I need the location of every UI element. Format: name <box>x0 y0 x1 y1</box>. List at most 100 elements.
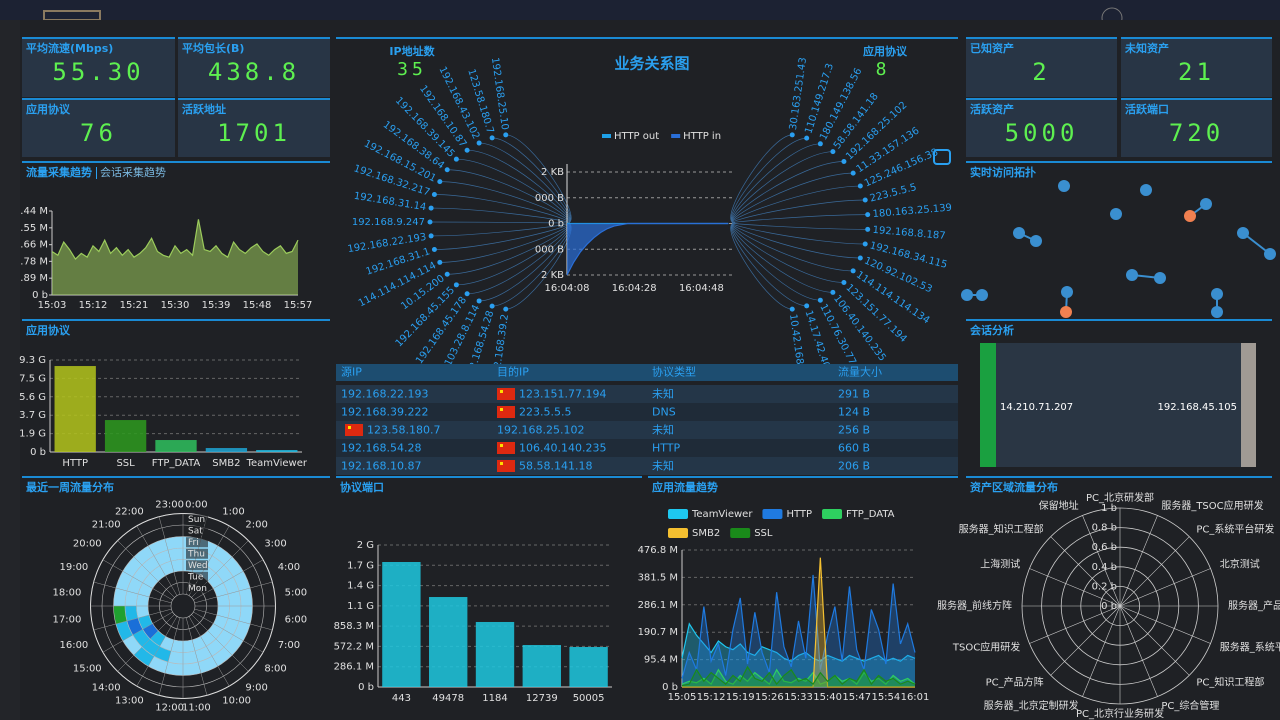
ip-node[interactable] <box>444 271 450 277</box>
ip-node[interactable] <box>789 132 795 138</box>
topology-node[interactable] <box>1060 306 1072 318</box>
heat-cell <box>126 618 143 635</box>
ip-node[interactable] <box>437 259 443 265</box>
topology-node[interactable] <box>1110 208 1122 220</box>
kpi-label: 应用协议 <box>26 102 71 116</box>
ip-node[interactable] <box>489 135 495 141</box>
panel-top-line <box>178 98 330 100</box>
radar-spoke <box>1119 605 1190 676</box>
y-tick-label: .55 M <box>20 223 48 234</box>
legend-swatch <box>822 509 843 519</box>
ip-node[interactable] <box>865 226 871 232</box>
ip-node[interactable] <box>857 183 863 189</box>
ip-node[interactable] <box>464 291 470 297</box>
flag-star <box>500 444 503 447</box>
link <box>731 222 821 301</box>
topology-node[interactable] <box>1154 272 1166 284</box>
ip-node[interactable] <box>464 147 470 153</box>
table-header: 目的IP <box>497 365 529 379</box>
radar-indicator: PC_知识工程部 <box>1196 675 1264 688</box>
topology-node[interactable] <box>1184 210 1196 222</box>
ip-node[interactable] <box>850 170 856 176</box>
x-tick-label: 15:48 <box>243 300 272 311</box>
topology-node[interactable] <box>1211 288 1223 300</box>
panel-title: 最近一周流量分布 <box>26 480 114 494</box>
topology-node[interactable] <box>1030 235 1042 247</box>
x-tick-label: 1184 <box>482 693 507 704</box>
ip-node[interactable] <box>804 135 810 141</box>
legend-label[interactable]: SSL <box>754 528 773 539</box>
heat-cell <box>136 606 150 619</box>
ip-node[interactable] <box>431 247 437 253</box>
hour-label: 23:00 <box>155 499 184 510</box>
y-tick-label: 0 b <box>358 682 374 693</box>
heat-cell <box>227 606 241 622</box>
ip-node[interactable] <box>489 303 495 309</box>
heat-cell <box>159 561 174 576</box>
ip-node[interactable] <box>444 167 450 173</box>
kpi-value: 1701 <box>217 119 291 147</box>
x-tick-label: 16:04:08 <box>545 283 590 294</box>
polar-spoke <box>194 581 273 604</box>
topology-node[interactable] <box>1237 227 1249 239</box>
legend-label[interactable]: HTTP in <box>683 131 721 142</box>
kpi-value: 76 <box>80 119 117 147</box>
ip-node[interactable] <box>841 159 847 165</box>
ip-node[interactable] <box>841 279 847 285</box>
ip-node[interactable] <box>428 233 434 239</box>
heat-cell <box>115 621 133 641</box>
ip-node[interactable] <box>476 140 482 146</box>
panel-tab[interactable]: 会话采集趋势 <box>100 165 166 179</box>
heat-cell <box>113 606 127 624</box>
session-src: 14.210.71.207 <box>1000 402 1073 413</box>
topology-node[interactable] <box>1200 198 1212 210</box>
icon-expand[interactable] <box>933 149 951 165</box>
ip-node[interactable] <box>865 212 871 218</box>
topology-node[interactable] <box>1211 306 1223 318</box>
legend-label[interactable]: HTTP <box>786 509 812 520</box>
topology-node[interactable] <box>1140 184 1152 196</box>
legend-label[interactable]: TeamViewer <box>691 509 753 520</box>
table-cell: 192.168.39.222 <box>341 406 428 419</box>
ip-node[interactable] <box>830 149 836 155</box>
heat-cell <box>142 573 159 589</box>
ip-node[interactable] <box>817 297 823 303</box>
ip-node[interactable] <box>830 289 836 295</box>
topology-node[interactable] <box>1013 227 1025 239</box>
link <box>732 222 866 245</box>
ip-node[interactable] <box>804 303 810 309</box>
panel-top-line <box>1121 37 1272 39</box>
heat-cell <box>239 606 253 624</box>
ip-node[interactable] <box>453 282 459 288</box>
ip-node[interactable] <box>817 141 823 147</box>
kpi-box <box>178 38 330 97</box>
legend-label[interactable]: FTP_DATA <box>846 509 895 520</box>
legend-label[interactable]: SMB2 <box>692 528 720 539</box>
ip-node[interactable] <box>862 241 868 247</box>
topology-node[interactable] <box>961 289 973 301</box>
heat-cell <box>183 662 201 676</box>
ip-node[interactable] <box>431 191 437 197</box>
radar-spoke <box>1029 605 1121 644</box>
topology-node[interactable] <box>976 289 988 301</box>
ip-node[interactable] <box>476 298 482 304</box>
legend-label[interactable]: HTTP out <box>614 131 659 142</box>
ip-node[interactable] <box>437 179 443 185</box>
ip-node[interactable] <box>503 132 509 138</box>
ip-node[interactable] <box>453 156 459 162</box>
topology-node[interactable] <box>1061 286 1073 298</box>
ip-node[interactable] <box>850 268 856 274</box>
topology-node[interactable] <box>1058 180 1070 192</box>
ip-node[interactable] <box>857 255 863 261</box>
topology-node[interactable] <box>1126 269 1138 281</box>
panel-top-line <box>22 476 330 478</box>
table-cell: DNS <box>652 406 676 419</box>
x-tick-label: 16:04:28 <box>612 283 657 294</box>
topology-node[interactable] <box>1264 248 1276 260</box>
ip-node[interactable] <box>862 197 868 203</box>
ip-node[interactable] <box>427 219 433 225</box>
ip-node[interactable] <box>428 205 434 211</box>
ip-node[interactable] <box>503 306 509 312</box>
ip-node[interactable] <box>789 306 795 312</box>
radar-indicator: PC_产品方阵 <box>986 675 1044 688</box>
